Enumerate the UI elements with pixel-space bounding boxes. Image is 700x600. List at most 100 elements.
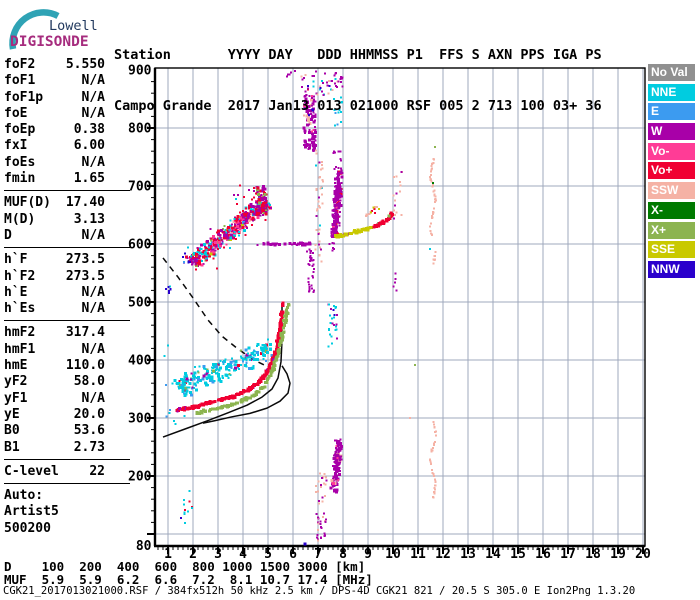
parameter-row: foEp 0.38: [4, 122, 105, 138]
parameter-value: 273.5: [65, 268, 105, 284]
svg-text:1: 1: [164, 547, 172, 562]
parameter-label: foF1p: [4, 89, 44, 105]
parameter-row: fmin 1.65: [4, 171, 105, 187]
plot-gridlines: [155, 68, 645, 546]
parameter-value: N/A: [81, 105, 105, 121]
svg-text:11: 11: [410, 547, 426, 562]
header-line2: Campo Grande 2017 Jan13 013 021000 RSF 0…: [114, 98, 602, 114]
svg-text:8: 8: [339, 547, 347, 562]
svg-text:800: 800: [128, 122, 152, 137]
parameter-label: M(D): [4, 211, 36, 227]
parameter-row: B0 53.6: [4, 423, 105, 439]
svg-text:7: 7: [314, 547, 322, 562]
svg-text:900: 900: [128, 64, 152, 79]
direction-color-legend: No Val NNE E W Vo- Vo+ SSW X- X+ SSE NNW: [648, 64, 696, 281]
parameter-value: 1.65: [73, 171, 105, 187]
legend-item-e: E: [648, 103, 695, 121]
parameter-row: yF1 N/A: [4, 391, 105, 407]
parameter-label: C-level: [4, 463, 59, 479]
parameter-label: h`F: [4, 252, 28, 268]
parameter-row: M(D) 3.13: [4, 212, 105, 228]
panel-divider: [4, 483, 130, 485]
svg-text:13: 13: [460, 547, 476, 562]
svg-text:16: 16: [535, 547, 551, 562]
parameter-label: MUF(D): [4, 195, 51, 211]
parameter-label: yF1: [4, 390, 28, 406]
parameter-row: foEs N/A: [4, 155, 105, 171]
parameter-label: yE: [4, 406, 20, 422]
parameter-value: N/A: [81, 154, 105, 170]
scaled-parameters-panel: foF2 5.550 foF1 N/A foF1p N/A foE N/A foEp 0.38 fx…: [4, 57, 131, 537]
parameter-value: 6.00: [73, 138, 105, 154]
svg-text:600: 600: [128, 238, 152, 253]
parameter-value: 58.0: [73, 374, 105, 390]
parameter-value: 3.13: [73, 211, 105, 227]
svg-text:500: 500: [128, 296, 152, 311]
legend-item-vo: Vo+: [648, 162, 695, 180]
parameter-value: 5.550: [65, 57, 105, 72]
svg-text:6: 6: [289, 547, 297, 562]
parameter-row: 500200: [4, 521, 105, 537]
svg-text:20: 20: [635, 547, 651, 562]
parameter-value: N/A: [81, 89, 105, 105]
parameter-value: N/A: [81, 227, 105, 243]
parameter-label: foF1: [4, 73, 36, 89]
parameter-label: B0: [4, 423, 20, 439]
svg-text:3: 3: [214, 547, 222, 562]
parameter-label: hmF1: [4, 341, 36, 357]
echo-dots: [163, 70, 438, 546]
panel-divider: [4, 247, 130, 249]
parameter-value: 0.38: [73, 122, 105, 138]
legend-item-ssw: SSW: [648, 182, 695, 200]
parameter-row: D N/A: [4, 228, 105, 244]
parameter-value: 110.0: [65, 358, 105, 374]
parameter-label: fmin: [4, 171, 36, 187]
parameter-value: 53.6: [73, 423, 105, 439]
legend-item-nne: NNE: [648, 83, 695, 101]
parameter-label: hmE: [4, 358, 28, 374]
parameter-row: MUF(D) 17.40: [4, 195, 105, 211]
parameter-row: h`F 273.5: [4, 252, 105, 268]
legend-item-x: X+: [648, 221, 695, 239]
parameter-value: 22: [89, 463, 105, 479]
parameter-row: B1 2.73: [4, 440, 105, 456]
parameter-label: yF2: [4, 374, 28, 390]
svg-text:200: 200: [128, 470, 152, 485]
parameter-label: foEs: [4, 154, 36, 170]
status-line: CGK21_2017013021000.RSF / 384fx512h 50 k…: [3, 585, 636, 597]
parameter-value: N/A: [81, 390, 105, 406]
parameter-row: h`F2 273.5: [4, 269, 105, 285]
parameter-row: Artist5: [4, 504, 105, 520]
parameter-row: fxI 6.00: [4, 138, 105, 154]
logo-digisonde-text: DIGISONDE: [10, 34, 89, 50]
header-line1: Station YYYY DAY DDD HHMMSS P1 FFS S AXN…: [114, 47, 602, 63]
parameter-row: foF1 N/A: [4, 73, 105, 89]
parameter-label: fxI: [4, 138, 28, 154]
svg-text:300: 300: [128, 412, 152, 427]
parameter-label: hmF2: [4, 325, 36, 341]
legend-item-x: X-: [648, 201, 695, 219]
parameter-label: h`Es: [4, 301, 36, 317]
parameter-row: h`Es N/A: [4, 301, 105, 317]
parameter-label: foE: [4, 105, 28, 121]
parameter-label: h`F2: [4, 268, 36, 284]
parameter-row: Auto:: [4, 488, 105, 504]
legend-item-nnw: NNW: [648, 260, 695, 278]
parameter-label: foEp: [4, 122, 36, 138]
parameter-row: foF2 5.550: [4, 57, 105, 73]
lowell-digisonde-logo: Lowell DIGISONDE: [9, 9, 98, 50]
svg-text:80: 80: [136, 539, 152, 554]
legend-item-w: W: [648, 123, 695, 141]
parameter-value: 317.4: [65, 325, 105, 341]
distance-row: D 100 200 400 600 800 1000 1500 3000 [km…: [4, 559, 366, 574]
parameter-row: yE 20.0: [4, 407, 105, 423]
parameter-value: N/A: [81, 284, 105, 300]
parameter-value: N/A: [81, 301, 105, 317]
parameter-row: foE N/A: [4, 106, 105, 122]
svg-text:14: 14: [485, 547, 501, 562]
parameter-row: hmF1 N/A: [4, 342, 105, 358]
legend-item-noval: No Val: [648, 64, 695, 81]
parameter-row: hmE 110.0: [4, 358, 105, 374]
